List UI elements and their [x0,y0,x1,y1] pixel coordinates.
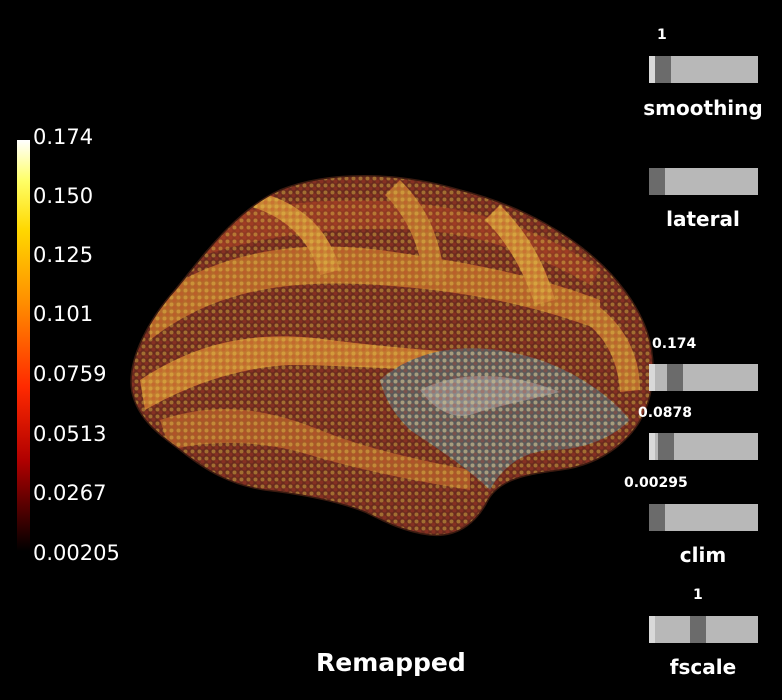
clim-slider-title: clim [679,543,727,567]
view-title: Remapped [316,648,466,677]
clim-mid-slider-handle[interactable] [658,433,674,460]
smoothing-slider-title: smoothing [643,96,763,120]
fscale-slider-handle[interactable] [690,616,706,643]
clim-mid-slider[interactable] [649,433,758,460]
fscale-slider[interactable] [649,616,758,643]
smoothing-slider-value: 1 [657,27,667,43]
colorbar-tick-label: 0.0267 [33,481,107,505]
fscale-slider-title: fscale [669,655,737,679]
colorbar-tick-label: 0.125 [33,243,94,267]
slider-track-start [649,364,655,391]
view-slider[interactable] [649,168,758,195]
fscale-slider-value: 1 [693,587,703,603]
smoothing-slider[interactable] [649,56,758,83]
colorbar-tick-label: 0.0759 [33,362,107,386]
view-slider-handle[interactable] [649,168,665,195]
clim-low-slider-value: 0.00295 [624,475,688,491]
clim-high-slider-value: 0.174 [652,336,697,352]
clim-low-slider-handle[interactable] [649,504,665,531]
colorbar-tick-label: 0.0513 [33,422,107,446]
slider-track-start [649,56,655,83]
clim-high-slider-handle[interactable] [667,364,683,391]
colorbar-tick-label: 0.101 [33,302,94,326]
slider-track-start [649,433,655,460]
clim-high-slider[interactable] [649,364,758,391]
colorbar-tick-label: 0.00205 [33,541,120,565]
colorbar [17,140,30,551]
view-slider-title: lateral [666,207,740,231]
clim-mid-slider-value: 0.0878 [638,405,693,421]
colorbar-tick-label: 0.150 [33,184,94,208]
slider-track-start [649,616,655,643]
colorbar-tick-label: 0.174 [33,125,94,149]
clim-low-slider[interactable] [649,504,758,531]
smoothing-slider-handle[interactable] [655,56,671,83]
